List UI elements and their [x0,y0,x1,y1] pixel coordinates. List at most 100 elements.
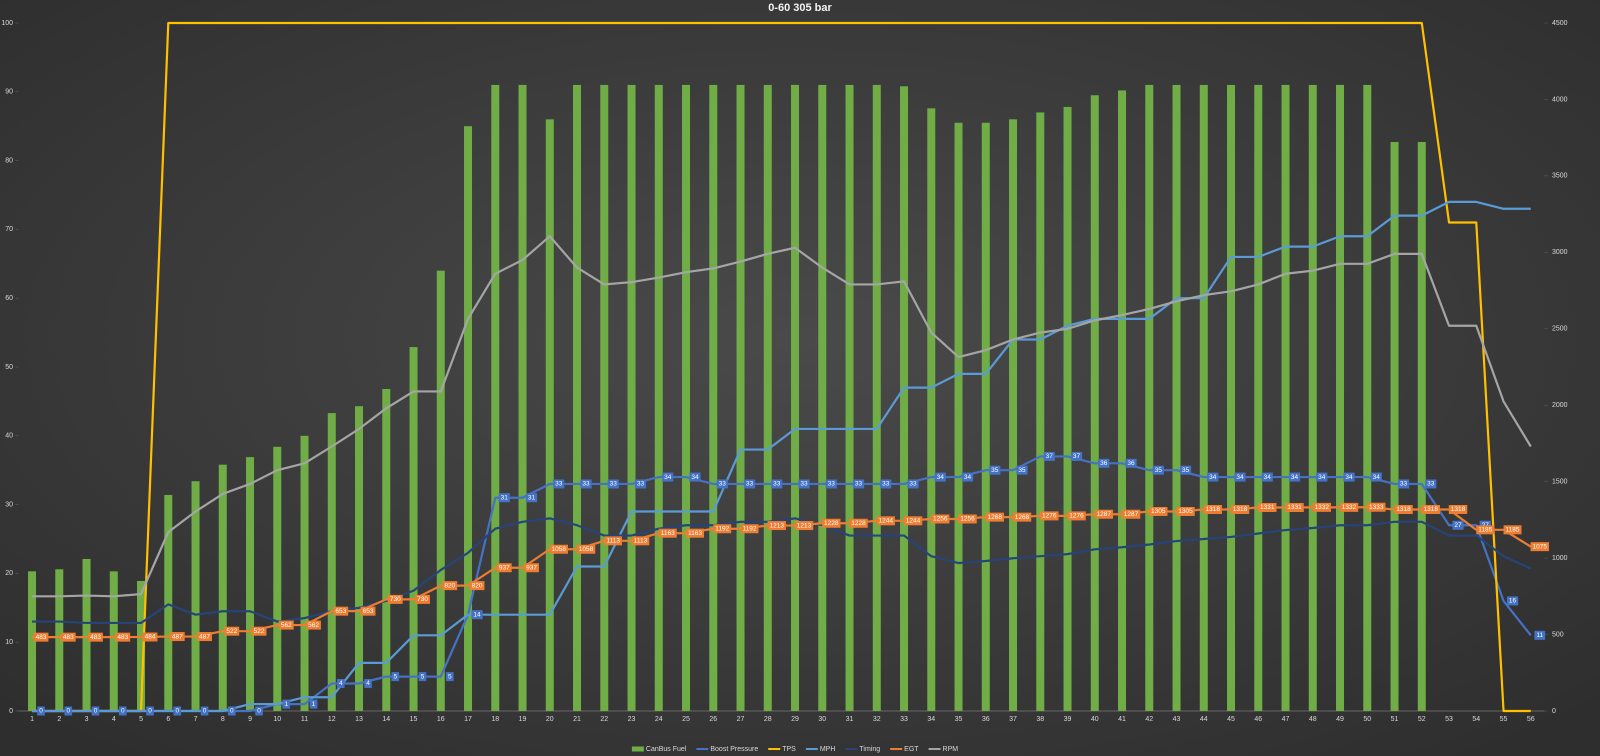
bar [28,571,37,711]
data-label-box [115,632,131,642]
bar [491,84,500,712]
data-label: 1192 [743,525,757,532]
y2-tick-label: 1000 [1552,555,1568,562]
y2-tick-label: 2000 [1552,402,1568,409]
y2-tick-label: 3500 [1552,173,1568,180]
x-tick-label: 39 [1064,716,1072,723]
data-label: 34 [1264,474,1272,481]
x-tick-label: 19 [519,716,527,723]
x-tick-label: 29 [791,716,799,723]
data-label: 5 [448,673,452,680]
data-label-box [934,472,946,482]
x-tick-label: 16 [437,716,445,723]
data-label-box [525,493,538,503]
legend-label: Timing [859,746,880,753]
data-label: 34 [1236,474,1244,481]
data-label-box [1339,502,1359,512]
data-label: 1163 [661,530,675,537]
y2-tick-label: 0 [1552,708,1556,715]
data-label-box [224,626,240,636]
data-label: 0 [203,708,207,715]
legend: CanBus Fuel Boost Pressure TPS MPH Timing EGT… [631,746,959,753]
y2-tick-label: 4000 [1552,96,1568,103]
bar [1417,142,1426,712]
data-label: 1305 [1178,508,1193,515]
x-tick-label: 48 [1309,716,1317,723]
x-tick-label: 6 [166,716,170,723]
data-label-box [825,479,837,489]
x-tick-label: 44 [1200,716,1208,723]
data-label-box [251,626,267,636]
x-tick-label: 24 [655,716,663,723]
bar [382,389,391,711]
data-label-box [958,514,977,524]
x-tick-label: 30 [818,716,826,723]
data-label: 1332 [1342,504,1357,511]
bar [355,406,364,711]
data-label-box [360,606,376,616]
data-label-box [1288,472,1301,482]
data-label: 33 [773,481,781,488]
data-label: 4 [366,680,370,687]
data-label: 33 [1427,481,1435,488]
data-label-box [576,544,596,554]
bar [1308,84,1317,712]
data-label: 1213 [770,522,785,529]
data-label-box [173,706,182,716]
data-label: 1287 [1097,511,1112,518]
bar [872,84,881,712]
data-label-box [471,610,483,620]
bar [82,558,91,711]
data-label-box [907,479,919,489]
data-label-box [1149,506,1168,516]
data-label-box [852,479,865,489]
bar [109,571,118,711]
bar [763,84,772,712]
data-label-box [227,706,236,716]
bar [518,84,527,712]
bar [1336,84,1345,712]
data-label-box [88,632,103,642]
data-label-box [1152,465,1164,475]
data-label: 35 [1182,467,1190,474]
data-label-box [1397,479,1410,489]
data-label: 34 [1373,474,1381,481]
data-label: 1228 [851,520,866,527]
legend-label: CanBus Fuel [646,746,687,753]
data-label: 34 [691,474,699,481]
x-tick-label: 53 [1445,716,1453,723]
data-label: 562 [281,622,292,629]
bar [1227,84,1236,712]
bar [1254,84,1263,712]
line-series [32,235,1532,598]
data-label-box [91,706,100,716]
data-label-box [880,479,892,489]
data-label: 1318 [1206,506,1221,513]
data-label: 1113 [607,538,621,545]
legend-label: RPM [943,746,959,753]
data-label-box [876,516,896,526]
data-label-box [169,632,185,642]
bar [709,84,718,712]
data-label-box [1448,504,1468,514]
legend-label: TPS [782,746,796,753]
data-label-box [794,521,814,531]
bar [927,108,936,711]
x-tick-label: 56 [1527,716,1535,723]
data-label-box [1285,503,1304,513]
data-label: 34 [964,474,972,481]
data-label: 37 [1073,453,1081,460]
bar [818,84,827,712]
data-label-box [1394,504,1413,514]
x-tick-label: 43 [1173,716,1181,723]
bar [1036,112,1045,711]
data-label-box [1067,511,1086,521]
data-label: 1185 [1506,527,1520,534]
data-label-box [716,479,728,489]
bar [627,84,636,712]
bar [1063,106,1072,712]
y2-tick-label: 500 [1552,631,1564,638]
data-label-box [60,632,76,642]
data-label: 522 [254,628,265,635]
